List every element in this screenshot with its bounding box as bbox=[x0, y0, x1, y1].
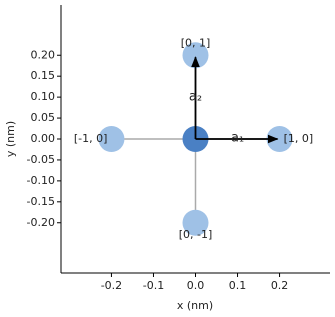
y-tick-label: -0.10 bbox=[27, 174, 55, 187]
y-tick-label: 0.00 bbox=[31, 132, 56, 145]
x-tick-label: -0.1 bbox=[143, 279, 164, 292]
point bbox=[266, 126, 293, 152]
point-label: [0, 1] bbox=[181, 36, 211, 49]
y-tick-label: -0.20 bbox=[27, 216, 55, 229]
x-tick-label: 0.2 bbox=[271, 279, 289, 292]
y-axis-label: y (nm) bbox=[4, 121, 17, 157]
y-tick-label: 0.05 bbox=[31, 111, 56, 124]
point-label: [1, 0] bbox=[284, 132, 314, 145]
vector-label: a₂ bbox=[189, 90, 202, 105]
point-label: [0, -1] bbox=[179, 228, 213, 241]
point bbox=[98, 126, 125, 152]
vector-label: a₁ bbox=[231, 131, 244, 146]
x-tick-label: -0.2 bbox=[101, 279, 122, 292]
y-tick-label: 0.15 bbox=[31, 69, 56, 82]
y-tick-label: 0.20 bbox=[31, 48, 56, 61]
point bbox=[182, 209, 209, 236]
y-tick-label: -0.05 bbox=[27, 153, 55, 166]
x-axis-label: x (nm) bbox=[177, 299, 213, 312]
y-tick-label: -0.15 bbox=[27, 195, 55, 208]
point bbox=[182, 42, 209, 69]
point-label: [-1, 0] bbox=[74, 132, 108, 145]
y-tick-label: 0.10 bbox=[31, 90, 56, 103]
x-tick-label: 0.1 bbox=[229, 279, 247, 292]
x-tick-label: 0.0 bbox=[187, 279, 205, 292]
